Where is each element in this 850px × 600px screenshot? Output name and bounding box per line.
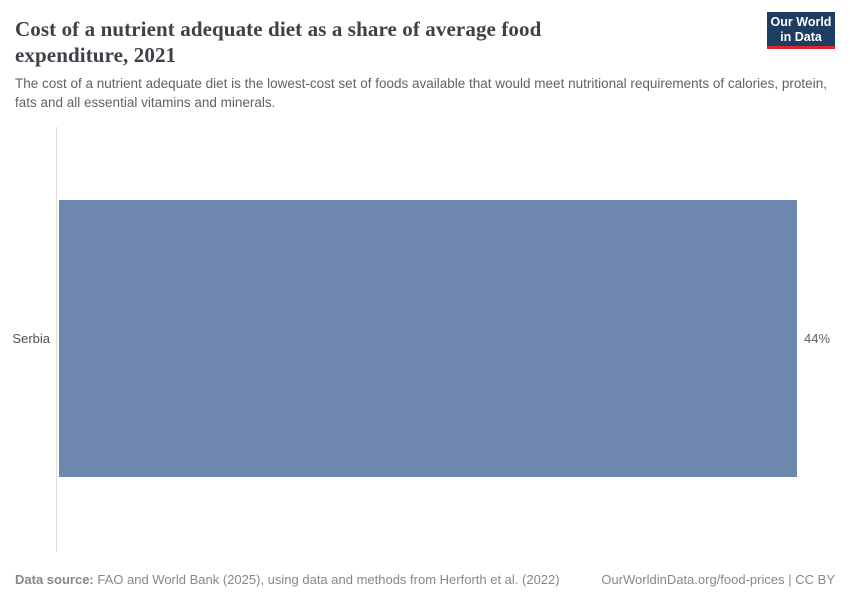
plot-area: 44% — [59, 127, 830, 552]
data-source-text: FAO and World Bank (2025), using data an… — [97, 572, 560, 587]
data-source-note: Data source: FAO and World Bank (2025), … — [15, 572, 560, 587]
owid-logo-line2: in Data — [780, 30, 822, 44]
owid-logo-line1: Our World — [770, 15, 832, 29]
footer-credits: OurWorldinData.org/food-prices | CC BY — [601, 572, 835, 587]
owid-logo[interactable]: Our World in Data — [767, 12, 835, 49]
footer-divider: | — [788, 572, 792, 587]
license-link[interactable]: CC BY — [795, 572, 835, 587]
data-source-label: Data source: — [15, 572, 94, 587]
value-label: 44% — [804, 331, 831, 346]
owid-url-link[interactable]: OurWorldinData.org/food-prices — [601, 572, 785, 587]
entity-label: Serbia — [12, 331, 50, 346]
chart-title: Cost of a nutrient adequate diet as a sh… — [15, 17, 542, 67]
chart-subtitle: The cost of a nutrient adequate diet is … — [15, 76, 827, 110]
bar[interactable] — [59, 200, 797, 477]
y-axis-line — [56, 127, 57, 552]
chart-footer: Data source: FAO and World Bank (2025), … — [15, 572, 835, 587]
